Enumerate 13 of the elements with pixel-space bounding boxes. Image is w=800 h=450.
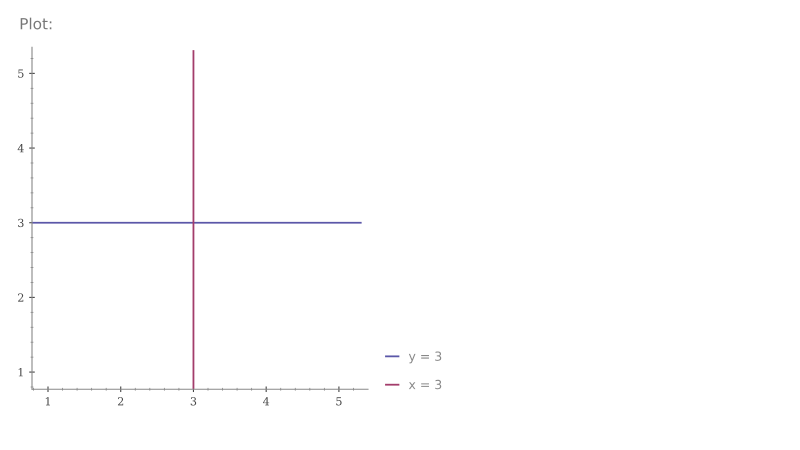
y-tick-label: 1 <box>18 368 23 376</box>
y-tick-label: 4 <box>18 144 24 152</box>
y-tick-label: 2 <box>18 293 24 302</box>
legend-label: x = 3 <box>408 380 442 390</box>
chart-title: Plot: <box>20 18 52 30</box>
x-tick-label: 2 <box>118 397 124 406</box>
legend-label: y = 3 <box>408 351 442 364</box>
y-tick-label: 3 <box>18 218 24 228</box>
y-tick-label: 5 <box>18 70 24 78</box>
x-tick-label: 4 <box>262 397 270 406</box>
x-tick-label: 5 <box>336 397 342 406</box>
x-tick-label: 3 <box>190 397 196 406</box>
x-tick-label: 1 <box>46 397 50 406</box>
